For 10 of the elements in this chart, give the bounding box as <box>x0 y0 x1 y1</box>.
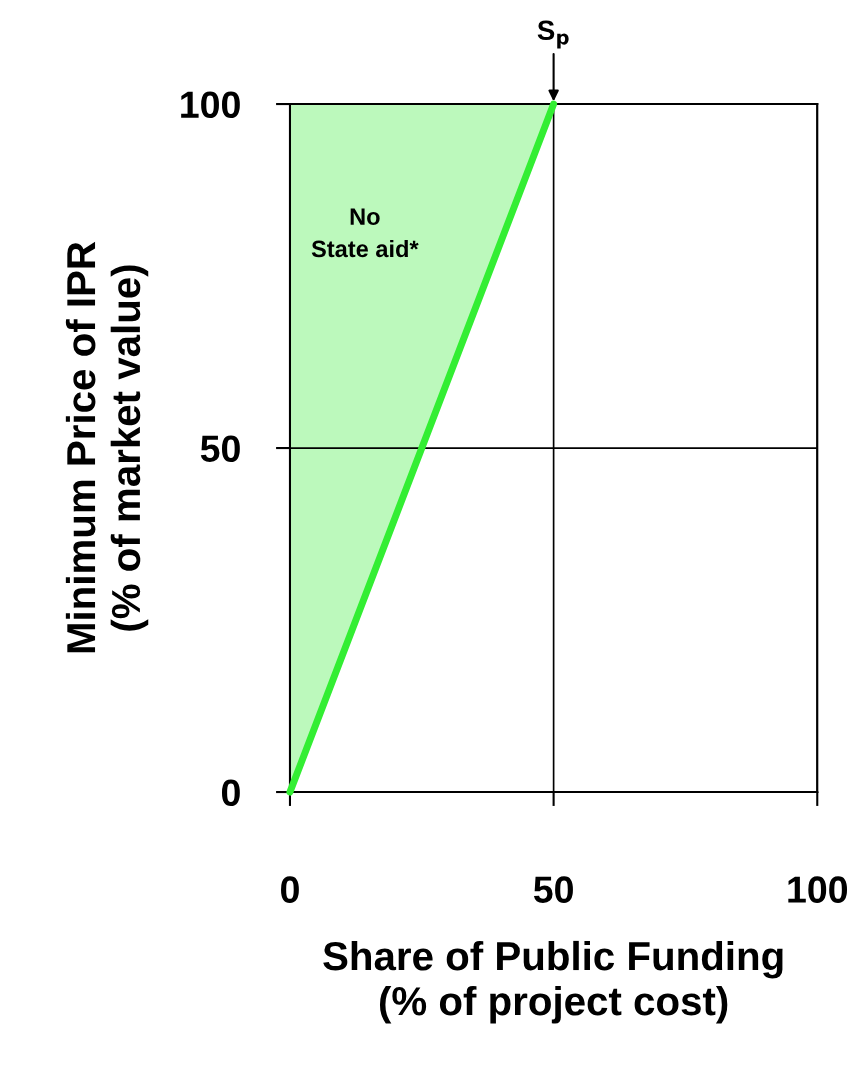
y-tick-label: 50 <box>200 435 240 462</box>
y-tick-label: 100 <box>181 91 240 119</box>
x-tick-label: 50 <box>533 876 573 903</box>
x-axis-title: Share of Public Funding (% of project cost) <box>323 940 783 1024</box>
annotation: No State aid* <box>311 208 419 258</box>
y-tick-label: 0 <box>221 779 240 806</box>
annotation: S$_{p}$ <box>537 20 569 49</box>
y-axis-title: Minimum Price of IPR (% of market value) <box>65 241 149 653</box>
x-tick-label: 0 <box>281 876 299 903</box>
x-tick-label: 100 <box>788 876 848 903</box>
